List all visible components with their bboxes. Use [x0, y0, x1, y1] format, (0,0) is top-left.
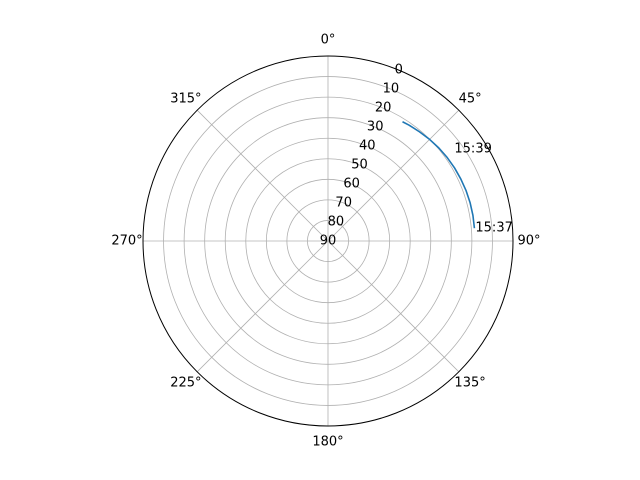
r-tick-label: 80 — [328, 215, 345, 230]
r-tick-label: 40 — [359, 139, 376, 154]
theta-tick-label: 0° — [321, 33, 336, 48]
polar-grid — [142, 55, 514, 427]
theta-tick-label: 270° — [111, 234, 142, 249]
series-layer — [402, 121, 476, 229]
r-tick-label: 60 — [343, 177, 360, 192]
theta-tick-label: 315° — [170, 91, 201, 106]
theta-tick-label: 180° — [312, 435, 343, 450]
theta-tick-label: 45° — [459, 91, 482, 106]
polar-frame — [142, 55, 514, 427]
label-layer: 0° 45° 90° 135° 180° 225° 270° 315° 0 10 20 30 40 50 6… — [111, 33, 540, 450]
theta-grid-line-45 — [327, 109, 460, 242]
theta-tick-label: 225° — [170, 376, 201, 391]
theta-grid-line-135 — [327, 240, 460, 373]
theta-grid-line-315 — [196, 109, 329, 242]
r-tick-label: 0 — [395, 63, 403, 78]
r-tick-label: 20 — [375, 101, 392, 116]
theta-grid-line-225 — [196, 240, 329, 373]
theta-tick-label: 135° — [454, 376, 485, 391]
r-tick-label: 90 — [320, 234, 337, 249]
time-annotation: 15:37 — [475, 221, 512, 236]
theta-tick-label: 90° — [517, 234, 540, 249]
r-tick-label: 30 — [367, 120, 384, 135]
series-line-0 — [402, 121, 476, 229]
r-tick-label: 10 — [383, 82, 400, 97]
r-tick-label: 70 — [335, 196, 352, 211]
r-tick-label: 50 — [351, 158, 368, 173]
time-annotation: 15:39 — [454, 142, 491, 157]
